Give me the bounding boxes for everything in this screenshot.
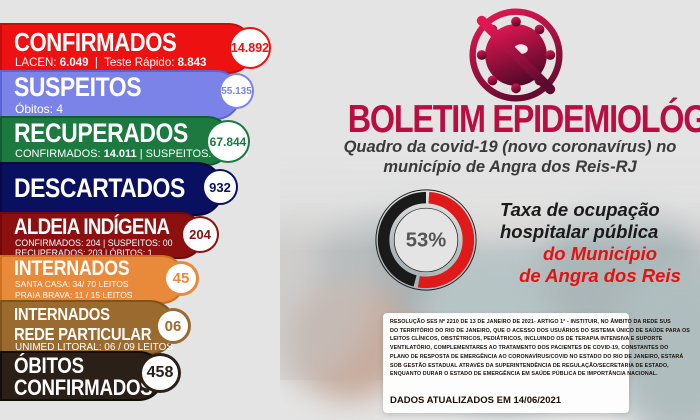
svg-text:53%: 53% [406,230,446,252]
